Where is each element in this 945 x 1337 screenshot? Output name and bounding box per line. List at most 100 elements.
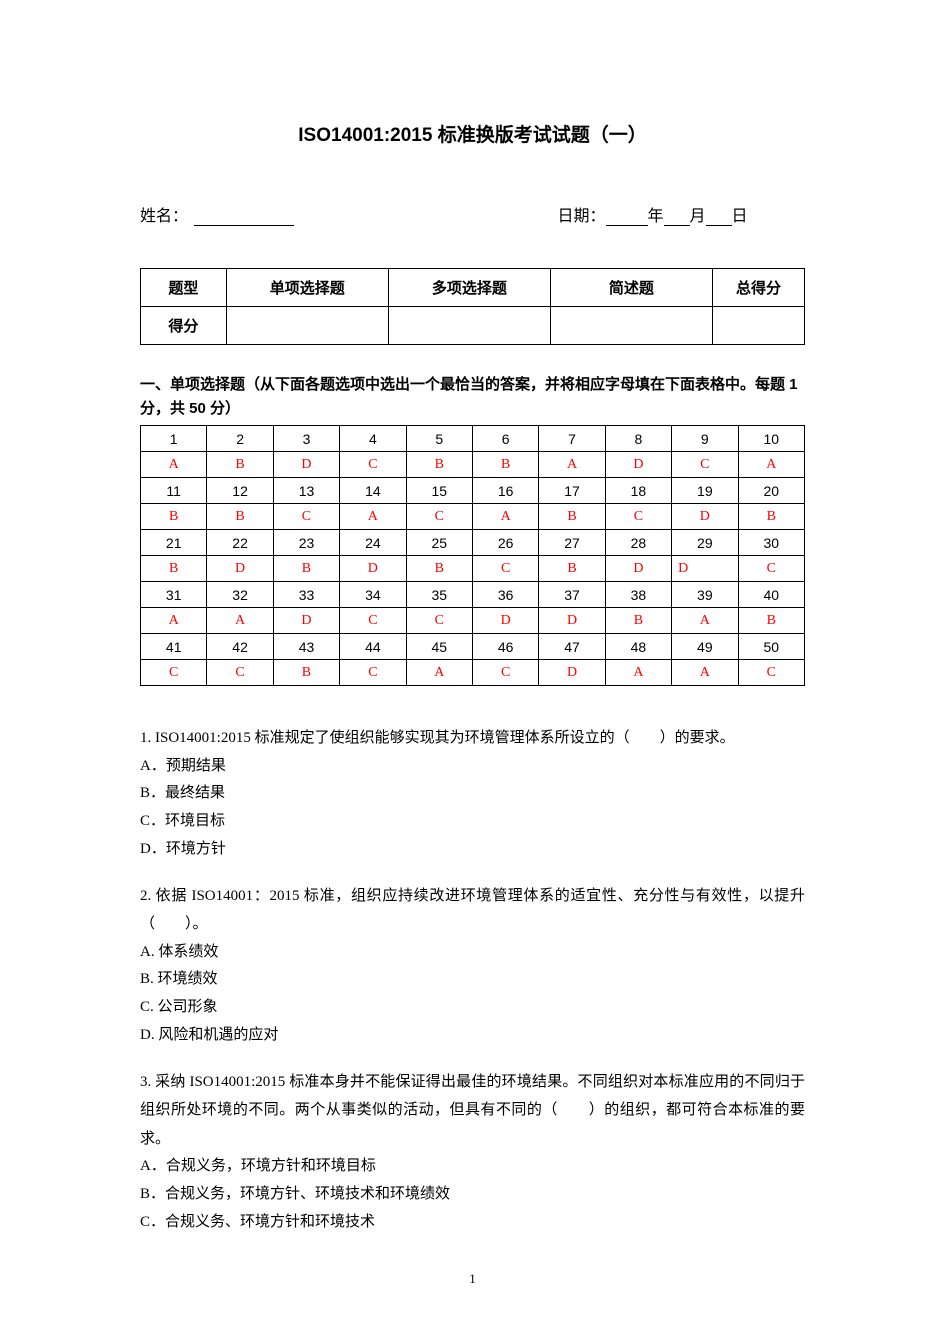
answer-number-cell: 43 <box>273 634 339 660</box>
answer-letter-cell: D <box>539 660 605 686</box>
answer-letter-cell: B <box>273 660 339 686</box>
answer-number-cell: 46 <box>472 634 538 660</box>
score-cell-multi <box>388 307 550 345</box>
question-block: 3. 采纳 ISO14001:2015 标准本身并不能保证得出最佳的环境结果。不… <box>140 1068 805 1237</box>
option-line: D. 风险和机遇的应对 <box>140 1022 805 1050</box>
answer-number-cell: 29 <box>672 530 738 556</box>
answer-number-cell: 4 <box>340 426 406 452</box>
answer-letter-cell: B <box>141 556 207 582</box>
answer-number-cell: 22 <box>207 530 273 556</box>
answer-grid-row: BBCACABCDB <box>141 504 805 530</box>
question-block: 2. 依据 ISO14001：2015 标准，组织应持续改进环境管理体系的适宜性… <box>140 882 805 1050</box>
section1-title: 一、单项选择题（从下面各题选项中选出一个最恰当的答案，并将相应字母填在下面表格中… <box>140 373 805 421</box>
option-line: B．最终结果 <box>140 780 805 808</box>
answer-letter-cell: D <box>273 608 339 634</box>
answer-grid-row: 21222324252627282930 <box>141 530 805 556</box>
option-line: A. 体系绩效 <box>140 939 805 967</box>
answer-letter-cell: C <box>672 452 738 478</box>
score-row-label: 得分 <box>141 307 227 345</box>
answer-letter-cell: A <box>340 504 406 530</box>
answer-number-cell: 15 <box>406 478 472 504</box>
answer-letter-cell: C <box>472 660 538 686</box>
answer-grid-row: ABDCBBADCA <box>141 452 805 478</box>
score-cell-single <box>226 307 388 345</box>
answer-letter-cell: C <box>406 608 472 634</box>
option-line: C. 公司形象 <box>140 994 805 1022</box>
answer-letter-cell: B <box>141 504 207 530</box>
answer-number-cell: 6 <box>472 426 538 452</box>
questions-container: 1. ISO14001:2015 标准规定了使组织能够实现其为环境管理体系所设立… <box>140 724 805 1236</box>
answer-letter-cell: B <box>207 504 273 530</box>
question-options: A．预期结果B．最终结果C．环境目标D．环境方针 <box>140 753 805 864</box>
answer-letter-cell: D <box>605 556 671 582</box>
answer-number-cell: 11 <box>141 478 207 504</box>
answer-letter-cell: C <box>340 608 406 634</box>
exam-title: ISO14001:2015 标准换版考试试题（一） <box>140 120 805 147</box>
answer-number-cell: 16 <box>472 478 538 504</box>
answer-letter-cell: B <box>406 556 472 582</box>
answer-letter-cell: B <box>273 556 339 582</box>
answer-letter-cell: A <box>539 452 605 478</box>
answer-number-cell: 25 <box>406 530 472 556</box>
question-options: A．合规义务，环境方针和环境目标B．合规义务，环境方针、环境技术和环境绩效C．合… <box>140 1153 805 1236</box>
answer-number-cell: 50 <box>738 634 804 660</box>
answer-number-cell: 8 <box>605 426 671 452</box>
answer-number-cell: 45 <box>406 634 472 660</box>
year-underline <box>606 225 648 226</box>
answer-letter-cell: D <box>340 556 406 582</box>
score-cell-total <box>712 307 804 345</box>
score-header-multi: 多项选择题 <box>388 269 550 307</box>
answer-letter-cell: A <box>207 608 273 634</box>
answer-grid-row: 41424344454647484950 <box>141 634 805 660</box>
answer-grid-row: BDBDBCBDDC <box>141 556 805 582</box>
answer-number-cell: 47 <box>539 634 605 660</box>
score-header-essay: 简述题 <box>550 269 712 307</box>
answer-number-cell: 36 <box>472 582 538 608</box>
score-header-total: 总得分 <box>712 269 804 307</box>
option-line: A．合规义务，环境方针和环境目标 <box>140 1153 805 1181</box>
option-line: C．环境目标 <box>140 808 805 836</box>
answer-letter-cell: D <box>472 608 538 634</box>
answer-grid-row: 31323334353637383940 <box>141 582 805 608</box>
option-line: A．预期结果 <box>140 753 805 781</box>
name-underline <box>194 225 294 226</box>
answer-number-cell: 1 <box>141 426 207 452</box>
answer-number-cell: 37 <box>539 582 605 608</box>
answer-number-cell: 30 <box>738 530 804 556</box>
option-line: C．合规义务、环境方针和环境技术 <box>140 1209 805 1237</box>
answer-number-cell: 42 <box>207 634 273 660</box>
answer-number-cell: 40 <box>738 582 804 608</box>
answer-letter-cell: B <box>605 608 671 634</box>
score-cell-essay <box>550 307 712 345</box>
answer-letter-cell: C <box>273 504 339 530</box>
answer-number-cell: 13 <box>273 478 339 504</box>
name-field: 姓名： <box>140 202 388 226</box>
answer-number-cell: 44 <box>340 634 406 660</box>
answer-grid-row: CCBCACDAAC <box>141 660 805 686</box>
answer-letter-cell: B <box>207 452 273 478</box>
answer-letter-cell: B <box>472 452 538 478</box>
answer-number-cell: 18 <box>605 478 671 504</box>
option-line: B．合规义务，环境方针、环境技术和环境绩效 <box>140 1181 805 1209</box>
question-text: 1. ISO14001:2015 标准规定了使组织能够实现其为环境管理体系所设立… <box>140 724 805 753</box>
question-options: A. 体系绩效B. 环境绩效C. 公司形象D. 风险和机遇的应对 <box>140 939 805 1050</box>
score-table-header-row: 题型 单项选择题 多项选择题 简述题 总得分 <box>141 269 805 307</box>
answer-number-cell: 21 <box>141 530 207 556</box>
answer-letter-cell: A <box>738 452 804 478</box>
answer-grid: 12345678910ABDCBBADCA1112131415161718192… <box>140 425 805 686</box>
answer-letter-cell: A <box>672 608 738 634</box>
day-underline <box>706 225 732 226</box>
month-underline <box>664 225 690 226</box>
answer-letter-cell: C <box>207 660 273 686</box>
answer-number-cell: 3 <box>273 426 339 452</box>
answer-letter-cell: A <box>472 504 538 530</box>
answer-grid-row: AADCCDDBAB <box>141 608 805 634</box>
answer-number-cell: 19 <box>672 478 738 504</box>
answer-number-cell: 39 <box>672 582 738 608</box>
answer-number-cell: 35 <box>406 582 472 608</box>
answer-number-cell: 49 <box>672 634 738 660</box>
answer-number-cell: 34 <box>340 582 406 608</box>
answer-letter-cell: D <box>539 608 605 634</box>
score-header-single: 单项选择题 <box>226 269 388 307</box>
answer-number-cell: 12 <box>207 478 273 504</box>
